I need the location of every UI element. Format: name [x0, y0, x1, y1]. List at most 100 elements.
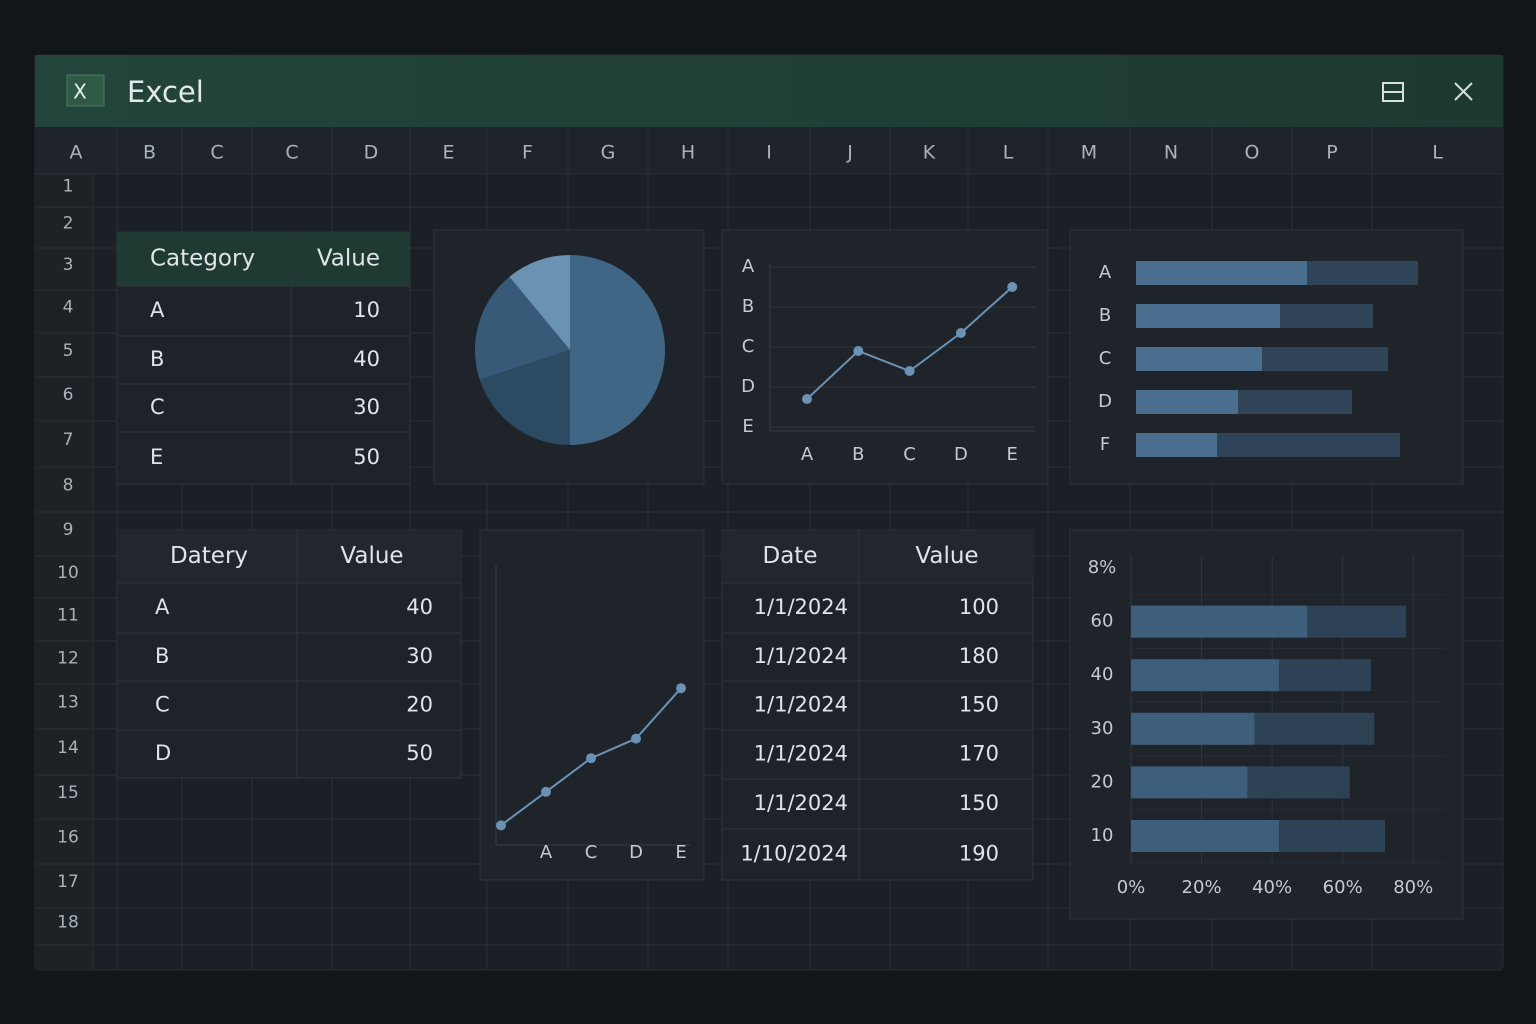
- column-header: G: [601, 142, 616, 164]
- table-cell: B: [150, 347, 164, 371]
- table-cell: 1/1/2024: [754, 644, 848, 668]
- pie-slice: [509, 255, 570, 350]
- y-tick-label: B: [1099, 305, 1111, 326]
- bar: [1217, 433, 1400, 457]
- x-tick-label: 0%: [1117, 877, 1146, 898]
- row-number: 5: [63, 341, 74, 361]
- bar: [1131, 820, 1280, 852]
- table-header-cell: Date: [763, 543, 818, 569]
- y-tick-label: 60: [1091, 611, 1114, 632]
- table-header-cell: Value: [317, 246, 380, 272]
- chart-panel: [721, 229, 1049, 485]
- line-point: [541, 786, 551, 797]
- y-tick-label: D: [741, 376, 755, 397]
- table-header-cell: Value: [340, 543, 403, 569]
- column-header: F: [522, 142, 533, 164]
- y-tick-label: B: [742, 296, 754, 317]
- table-cell: 40: [406, 595, 433, 619]
- table-cell: 100: [959, 595, 999, 619]
- y-tick-label: D: [1098, 391, 1112, 412]
- x-tick-label: E: [675, 842, 686, 863]
- table-cell: 40: [353, 347, 380, 371]
- bar: [1131, 659, 1280, 692]
- y-tick-label: 30: [1091, 718, 1114, 739]
- table-cell: A: [155, 595, 170, 619]
- row-number: 12: [57, 649, 79, 669]
- x-tick-label: E: [1007, 444, 1018, 465]
- bar: [1136, 304, 1280, 328]
- bar: [1247, 766, 1350, 799]
- column-header: M: [1081, 142, 1097, 164]
- row-number: 11: [57, 606, 79, 626]
- row-number: 18: [57, 913, 79, 933]
- table-header: [117, 530, 461, 583]
- bar: [1307, 261, 1418, 285]
- bar: [1280, 304, 1373, 328]
- row-number: 10: [57, 563, 79, 583]
- row-number: 9: [63, 520, 74, 540]
- column-header: H: [681, 142, 695, 164]
- x-tick-label: 60%: [1323, 877, 1363, 898]
- column-header: N: [1164, 142, 1178, 164]
- table-cell: A: [150, 298, 165, 322]
- column-header: C: [210, 142, 223, 164]
- row-number: 14: [57, 738, 79, 758]
- bar: [1279, 820, 1386, 852]
- column-header-bar: [35, 127, 1503, 174]
- x-tick-label: A: [801, 444, 814, 465]
- row-number: 7: [63, 430, 74, 450]
- table-header-cell: Category: [150, 246, 255, 272]
- row-number: 1: [63, 177, 74, 197]
- table-cell: B: [155, 644, 169, 668]
- y-tick-label: A: [1099, 262, 1112, 283]
- table-header: [722, 530, 1033, 583]
- line-point: [1007, 282, 1018, 292]
- column-header: C: [285, 142, 298, 164]
- row-number: 16: [57, 828, 79, 848]
- y-tick-label: 40: [1091, 664, 1114, 685]
- table-cell: 1/1/2024: [754, 742, 848, 766]
- x-tick-label: C: [903, 444, 916, 465]
- row-number: 17: [57, 872, 79, 892]
- y-tick-label: C: [742, 336, 755, 357]
- column-header: E: [442, 142, 454, 164]
- bar: [1136, 347, 1262, 371]
- column-header: D: [364, 142, 379, 164]
- line-point: [853, 346, 864, 356]
- bar: [1262, 347, 1388, 371]
- close-button[interactable]: [1454, 82, 1473, 101]
- x-tick-label: D: [954, 444, 968, 465]
- y-tick-label: A: [742, 256, 755, 277]
- window-title: Excel: [127, 75, 204, 109]
- y-tick-label: 20: [1091, 771, 1114, 792]
- table-header-cell: Value: [915, 543, 978, 569]
- y-tick-label: C: [1099, 348, 1112, 369]
- column-header: K: [923, 142, 936, 164]
- table-cell: 190: [959, 842, 999, 866]
- x-tick-label: 40%: [1252, 877, 1292, 898]
- table-cell: 1/10/2024: [740, 842, 848, 866]
- bar: [1254, 712, 1375, 745]
- y-tick-label: E: [742, 416, 753, 437]
- column-header: L: [1432, 142, 1443, 164]
- bar: [1131, 605, 1308, 638]
- table-cell: 1/1/2024: [754, 595, 848, 619]
- row-number: 6: [63, 385, 74, 405]
- pie-slice: [479, 350, 570, 445]
- table-cell: 50: [353, 445, 380, 469]
- line-point: [955, 328, 966, 338]
- table-cell: 20: [406, 693, 433, 717]
- table-cell: 150: [959, 791, 999, 815]
- row-number: 4: [63, 298, 74, 318]
- table-header-cell: Datery: [170, 543, 248, 569]
- maximize-button[interactable]: [1382, 82, 1404, 102]
- close-icon[interactable]: [1454, 82, 1473, 101]
- column-header: A: [70, 142, 83, 164]
- y-tick-label: 8%: [1088, 557, 1117, 578]
- row-header-bar: [35, 174, 93, 970]
- x-tick-label: D: [629, 842, 643, 863]
- chart-panel: [479, 529, 705, 881]
- bar: [1131, 712, 1255, 745]
- line-point: [496, 820, 506, 831]
